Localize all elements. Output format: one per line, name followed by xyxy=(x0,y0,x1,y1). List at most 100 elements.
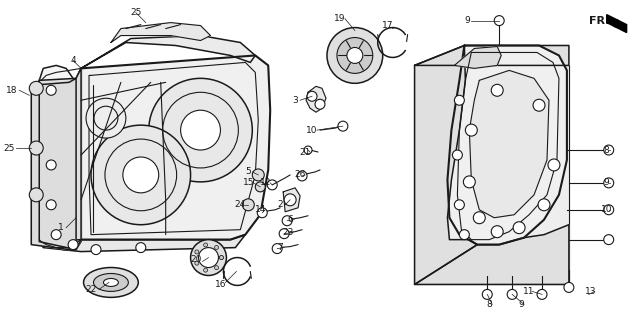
Circle shape xyxy=(46,200,56,210)
Circle shape xyxy=(243,199,254,211)
Circle shape xyxy=(463,176,476,188)
Text: 3: 3 xyxy=(292,96,298,105)
Circle shape xyxy=(68,240,78,249)
Polygon shape xyxy=(447,45,567,245)
Circle shape xyxy=(604,235,614,245)
Text: 4: 4 xyxy=(70,56,76,65)
Polygon shape xyxy=(39,68,81,249)
Text: 25: 25 xyxy=(4,144,15,152)
Circle shape xyxy=(284,194,296,206)
Polygon shape xyxy=(76,36,255,78)
Circle shape xyxy=(454,200,465,210)
Text: 5: 5 xyxy=(246,168,251,176)
Circle shape xyxy=(338,121,348,131)
Text: 9: 9 xyxy=(604,178,610,187)
Text: 16: 16 xyxy=(214,280,226,289)
Text: 23: 23 xyxy=(282,228,294,237)
Circle shape xyxy=(337,37,372,73)
FancyArrowPatch shape xyxy=(609,20,622,26)
Circle shape xyxy=(537,289,547,299)
Circle shape xyxy=(195,261,199,265)
Circle shape xyxy=(46,85,56,95)
Circle shape xyxy=(492,226,503,238)
Polygon shape xyxy=(283,188,300,212)
Circle shape xyxy=(494,16,504,26)
Polygon shape xyxy=(415,45,477,284)
Text: 20: 20 xyxy=(190,255,201,264)
Circle shape xyxy=(604,178,614,188)
Circle shape xyxy=(29,141,44,155)
Circle shape xyxy=(315,99,325,109)
Circle shape xyxy=(452,150,462,160)
Text: 15: 15 xyxy=(243,178,254,187)
Circle shape xyxy=(214,266,218,270)
Text: 24: 24 xyxy=(235,200,246,209)
Text: 8: 8 xyxy=(604,146,610,155)
Circle shape xyxy=(220,255,223,260)
Circle shape xyxy=(29,81,44,95)
Text: 2: 2 xyxy=(277,200,283,209)
Circle shape xyxy=(279,229,289,239)
Circle shape xyxy=(492,84,503,96)
Circle shape xyxy=(252,169,264,181)
Ellipse shape xyxy=(104,278,118,286)
Circle shape xyxy=(255,182,265,192)
Text: 22: 22 xyxy=(85,285,97,294)
Circle shape xyxy=(268,180,277,190)
Circle shape xyxy=(29,188,44,202)
Circle shape xyxy=(564,283,574,292)
Circle shape xyxy=(204,243,207,247)
Circle shape xyxy=(507,289,517,299)
Text: 21: 21 xyxy=(300,147,311,157)
Text: 17: 17 xyxy=(382,21,394,30)
Text: 10: 10 xyxy=(307,126,318,135)
Ellipse shape xyxy=(93,273,129,291)
Polygon shape xyxy=(415,225,569,284)
Text: 19: 19 xyxy=(334,14,346,23)
Polygon shape xyxy=(415,66,569,284)
Text: 26: 26 xyxy=(294,170,306,180)
Text: 10: 10 xyxy=(601,205,612,214)
Polygon shape xyxy=(454,47,501,68)
Circle shape xyxy=(604,205,614,215)
Ellipse shape xyxy=(84,267,138,297)
Circle shape xyxy=(86,98,126,138)
Circle shape xyxy=(195,250,199,254)
Polygon shape xyxy=(31,78,76,249)
Circle shape xyxy=(282,216,292,226)
Circle shape xyxy=(533,99,545,111)
Circle shape xyxy=(460,230,469,240)
Circle shape xyxy=(604,145,614,155)
Text: 7: 7 xyxy=(277,243,283,252)
Circle shape xyxy=(91,125,191,225)
Circle shape xyxy=(148,78,252,182)
Circle shape xyxy=(307,91,317,101)
Circle shape xyxy=(136,243,146,253)
Circle shape xyxy=(297,171,307,181)
Circle shape xyxy=(220,255,223,260)
Circle shape xyxy=(304,146,312,154)
Circle shape xyxy=(327,28,383,83)
Circle shape xyxy=(538,199,550,211)
Circle shape xyxy=(204,268,207,272)
Text: 12: 12 xyxy=(260,178,271,187)
Polygon shape xyxy=(469,70,549,218)
Text: 8: 8 xyxy=(486,300,492,309)
Polygon shape xyxy=(39,66,81,249)
Circle shape xyxy=(214,245,218,249)
Circle shape xyxy=(123,157,159,193)
Circle shape xyxy=(191,240,227,276)
Polygon shape xyxy=(111,23,211,43)
Circle shape xyxy=(347,48,363,63)
Polygon shape xyxy=(415,45,569,66)
Circle shape xyxy=(180,110,220,150)
Text: 13: 13 xyxy=(585,287,596,296)
Circle shape xyxy=(513,222,525,234)
Text: 6: 6 xyxy=(287,215,293,224)
Circle shape xyxy=(465,124,477,136)
Text: FR.: FR. xyxy=(589,16,609,26)
Text: 25: 25 xyxy=(130,8,141,17)
Circle shape xyxy=(272,243,282,254)
Text: 1: 1 xyxy=(58,223,64,232)
Text: 9: 9 xyxy=(465,16,470,25)
